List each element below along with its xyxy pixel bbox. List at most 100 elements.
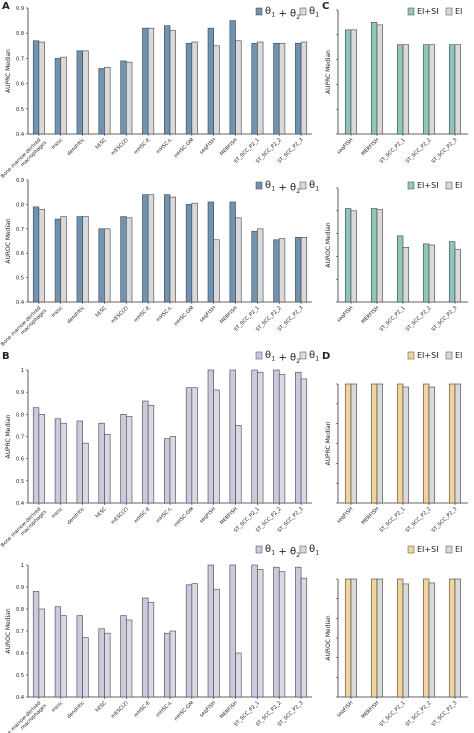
bar [350,578,358,698]
y-axis-label: AUPRC Median [325,421,332,465]
bar [104,632,111,698]
bar [428,44,436,135]
bar [300,577,308,698]
bar [164,194,171,303]
bar [448,44,456,135]
bar [120,615,127,698]
x-tick-label: seqFISH [336,700,355,719]
x-tick-label: ST_SCC_P2_3 [431,506,459,534]
legend-swatch [407,7,415,16]
y-tick-label: 1 [21,563,24,569]
chart-a-auroc: 0.4 0.5 0.6 0.7 0.8 0.9 AUROC Median Bone marro… [0,178,319,348]
panel-label-a: A [2,1,10,12]
chart-b-auprc: 0.4 0.5 0.6 0.7 0.8 0.9 1 AUPRC Median Bone marr… [0,350,319,549]
bar [54,606,62,698]
bar [169,196,176,303]
bar [213,389,220,504]
bar [98,228,105,303]
bar [278,571,286,698]
bar [126,61,133,135]
panel-label-b: B [2,351,10,362]
x-tick-label: seqFISH [336,506,355,525]
bar [229,201,236,303]
x-tick-label: hESC [94,137,108,151]
bar [126,217,133,303]
x-tick-label: MERFISH [219,700,239,720]
y-tick-label: 0.5 [16,276,24,282]
legend-label: EI+SI [417,7,439,16]
x-tick-label: mHSC-L [155,137,173,155]
x-tick-label: dendritic [66,137,86,157]
bar [98,68,105,135]
y-tick-label: 0.9 [16,585,24,591]
bar [370,578,378,698]
y-axis-label: AUROC Median [5,218,12,264]
bar [448,241,456,303]
legend-label: EI+SI [417,351,439,360]
bar [344,208,352,303]
legend-label: θ1 [309,350,319,363]
y-tick-label: 0.9 [16,390,24,396]
bar [185,204,193,303]
bar [295,237,302,303]
x-tick-label: ST_SCC_P2_1 [379,506,407,534]
bar [295,42,302,135]
y-tick-label: 0.7 [16,629,24,635]
bar [229,564,236,698]
bar [251,42,258,135]
bar [422,243,430,303]
bar [169,630,176,698]
bar [229,20,236,135]
bar [295,371,302,504]
y-tick-label: 0.9 [16,178,24,184]
bar [428,582,436,698]
y-tick-label: 1 [21,368,24,374]
bar [300,237,308,303]
bar [32,591,40,698]
x-tick-label: mHSC-L [155,506,173,524]
y-tick-label: 0.4 [16,132,24,138]
x-tick-label: mHSC-GM [173,506,195,528]
x-tick-label: seqFISH [336,305,355,324]
bar [169,436,176,504]
bar [191,583,198,698]
x-tick-label: MERFISH [219,506,239,526]
legend-label: θ1 [309,180,319,193]
chart-a-auprc: 0.4 0.5 0.6 0.7 0.8 0.9 AUPRC Median Bone marro… [0,6,319,180]
bar [428,386,436,504]
bar [76,50,83,135]
x-tick-label: ST_SCC_P2_3 [431,305,459,333]
legend-label: EI+SI [417,545,439,554]
y-tick-label: 0.4 [16,501,24,507]
bar [147,602,155,698]
bar [448,383,456,504]
bar [235,652,242,698]
bar [300,378,308,504]
x-tick-label: MERFISH [219,137,239,157]
x-tick-label: MERFISH [219,305,239,325]
bar [38,41,45,135]
bar [344,383,352,504]
bar [82,442,89,504]
bar [185,42,193,135]
y-tick-label: 0.5 [16,107,24,113]
panel-label-c: C [322,1,329,12]
bar [422,578,430,698]
bar [54,418,62,504]
bar [350,29,358,135]
y-tick-label: 0.6 [16,457,24,463]
bar [454,249,462,303]
bar [213,45,220,135]
x-tick-label: dendritic [66,305,86,325]
bar [164,438,171,504]
x-tick-label: seqFISH [199,506,218,525]
bar [376,578,384,698]
y-axis-label: AUROC Median [325,615,332,661]
x-tick-label: MERFISH [360,305,380,325]
bar [376,209,384,303]
x-tick-label: ST_SCC_P2_2 [405,305,433,333]
bar [257,569,264,698]
legend-label: EI [455,545,462,554]
